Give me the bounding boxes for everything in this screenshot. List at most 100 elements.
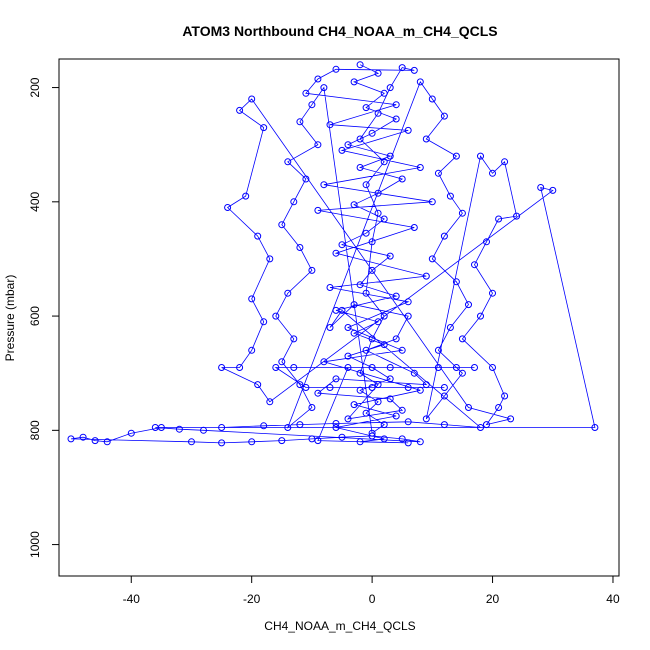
data-point [248, 438, 256, 446]
data-point [440, 392, 448, 400]
data-point [386, 375, 394, 383]
data-point [242, 192, 250, 200]
data-point [248, 95, 256, 103]
data-point [404, 126, 412, 134]
plot-area [67, 61, 599, 447]
x-axis-label: CH4_NOAA_m_CH4_QCLS [264, 619, 415, 633]
data-point [428, 255, 436, 263]
data-point [513, 212, 521, 220]
data-point [344, 352, 352, 360]
data-point [296, 244, 304, 251]
data-point [320, 181, 328, 189]
data-point [404, 439, 412, 447]
data-point [483, 421, 490, 429]
data-point [260, 318, 268, 326]
data-point [549, 186, 557, 194]
data-point [368, 335, 376, 343]
data-point [67, 435, 75, 443]
data-point [410, 369, 418, 377]
data-point [410, 66, 418, 74]
data-point [398, 64, 406, 72]
data-point [278, 358, 286, 366]
data-point [483, 238, 490, 246]
data-point [422, 381, 430, 389]
data-point [308, 101, 316, 109]
data-point [338, 433, 346, 441]
data-point [489, 364, 496, 371]
data-point [314, 437, 322, 445]
data-point [362, 229, 370, 237]
data-point [356, 369, 364, 377]
y-axis: 200 400 600 800 1000 [28, 77, 60, 558]
data-point [338, 241, 346, 249]
data-point [368, 266, 376, 274]
data-point [356, 135, 364, 143]
data-point [218, 424, 226, 431]
data-point [362, 104, 370, 112]
data-point [440, 232, 448, 240]
data-point [380, 421, 388, 429]
data-point [362, 346, 370, 354]
data-point [356, 164, 364, 171]
y-tick-label: 200 [28, 77, 42, 97]
data-point [392, 292, 400, 300]
data-point [404, 384, 412, 391]
data-point [344, 141, 352, 149]
data-point [446, 324, 454, 331]
data-point [362, 181, 370, 189]
y-tick-label: 800 [28, 420, 42, 440]
data-point [477, 312, 484, 320]
data-point [344, 415, 352, 423]
data-point [446, 192, 454, 200]
data-point [434, 364, 442, 371]
data-point [434, 346, 442, 354]
x-tick-label: 20 [486, 592, 500, 606]
x-tick-label: -40 [123, 592, 141, 606]
data-point [350, 401, 358, 409]
data-point [404, 312, 412, 320]
data-point [290, 335, 298, 343]
data-point [344, 324, 352, 331]
data-point [398, 175, 406, 183]
data-point [507, 415, 515, 423]
data-point [368, 432, 376, 440]
data-point [374, 381, 382, 389]
data-point [591, 424, 599, 431]
data-point [374, 69, 382, 77]
series-line [70, 64, 596, 444]
data-point [332, 249, 340, 257]
data-point [416, 386, 424, 394]
data-point [314, 389, 322, 397]
data-point [103, 438, 111, 446]
x-tick-label: -20 [243, 592, 261, 606]
data-point [151, 424, 159, 431]
data-point [272, 364, 280, 371]
data-point [266, 398, 274, 406]
data-point [296, 421, 304, 429]
x-tick-label: 40 [606, 592, 620, 606]
data-point [440, 421, 448, 429]
data-point [386, 84, 394, 92]
data-point [248, 346, 256, 354]
data-point [272, 312, 280, 320]
data-point [495, 404, 503, 411]
data-point [254, 232, 262, 240]
data-point [175, 425, 183, 433]
data-point [332, 375, 340, 383]
data-point [290, 198, 298, 206]
data-point [284, 158, 292, 166]
data-point [188, 438, 195, 446]
data-point [452, 364, 460, 371]
chart-title: ATOM3 Northbound CH4_NOAA_m_CH4_QCLS [182, 23, 497, 39]
data-point [392, 335, 400, 343]
data-point [326, 121, 334, 129]
data-point [350, 78, 358, 86]
data-point [428, 198, 436, 206]
data-point [344, 364, 352, 371]
data-point [368, 384, 376, 391]
data-point [422, 272, 430, 280]
data-point [374, 189, 382, 197]
data-point [362, 289, 370, 297]
data-point [356, 438, 364, 446]
